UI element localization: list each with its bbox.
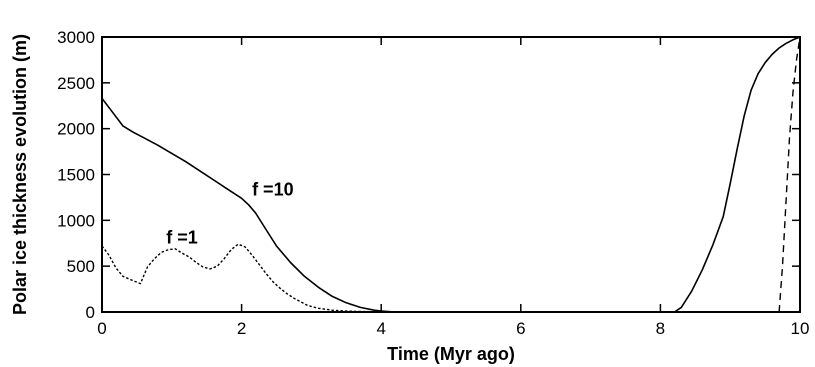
x-axis: 0 2 4 6 8 10	[97, 37, 809, 338]
y-tick-label: 0	[86, 303, 95, 322]
x-tick-label: 10	[791, 319, 810, 338]
y-tick-label: 2000	[57, 120, 95, 139]
y-tick-label: 2500	[57, 74, 95, 93]
plot-area	[101, 36, 801, 313]
y-tick-label: 1500	[57, 166, 95, 185]
y-tick-label: 3000	[57, 28, 95, 47]
series-line-dotted	[101, 243, 403, 313]
x-axis-label: Time (Myr ago)	[387, 344, 515, 364]
series-line-solid	[101, 36, 801, 313]
y-tick-label: 1000	[57, 211, 95, 230]
y-axis-label: Polar ice thickness evolution (m)	[10, 34, 30, 315]
y-axis: 0 500 1000 1500 2000 2500 3000	[57, 28, 800, 322]
annotation-f10: f =10	[252, 180, 294, 200]
x-tick-label: 6	[516, 319, 525, 338]
x-tick-label: 0	[97, 319, 106, 338]
x-tick-label: 4	[376, 319, 385, 338]
annotation-f1: f =1	[166, 227, 198, 247]
x-tick-label: 2	[237, 319, 246, 338]
series-line-dashed	[778, 36, 801, 313]
y-tick-label: 500	[67, 257, 95, 276]
x-tick-label: 8	[656, 319, 665, 338]
